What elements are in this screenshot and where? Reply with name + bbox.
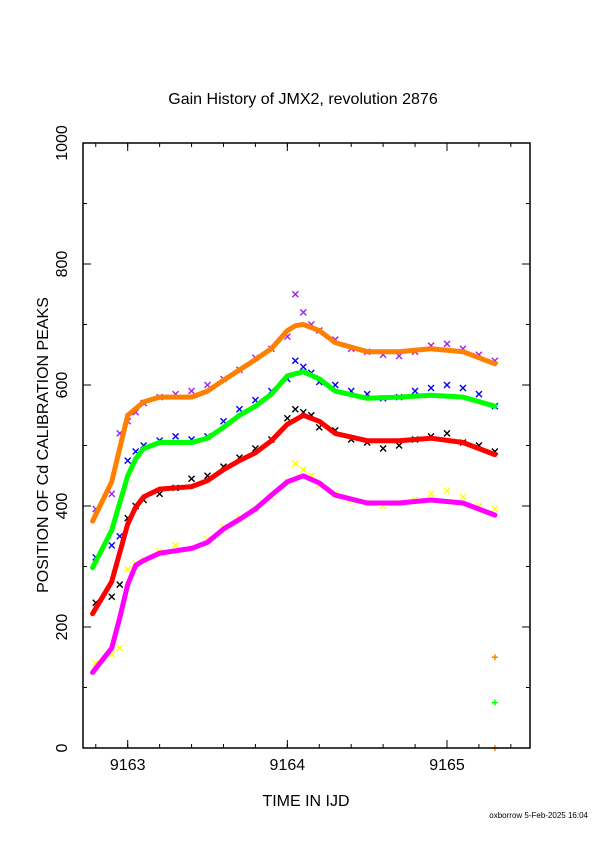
series-1-point: [124, 457, 132, 465]
series-2-point: [116, 581, 124, 589]
series-1-point: [427, 384, 435, 392]
series-2-point: [291, 405, 299, 413]
series-2-point: [108, 593, 116, 601]
series-0-point: [108, 490, 116, 498]
series-3-point: [443, 487, 451, 495]
axes: 0 200 400 600 800 1000 9163 9164 9165: [54, 125, 530, 774]
x-tick-label: 9164: [270, 757, 306, 774]
series-1-point: [172, 432, 180, 440]
series-3-point: [172, 541, 180, 549]
series-0-fit-line: [90, 322, 498, 524]
x-axis-label: TIME IN IJD: [262, 793, 349, 810]
series-0-point: [299, 308, 307, 316]
extra-point-1: [491, 699, 498, 706]
y-tick-label: 400: [54, 493, 71, 520]
series-3-point: [299, 466, 307, 474]
y-tick-label: 200: [54, 614, 71, 641]
footer-stamp: oxborrow 5-Feb-2025 16:04: [489, 811, 588, 820]
series-0-point: [188, 387, 196, 395]
series-1-point: [299, 363, 307, 371]
extra-point-0: [491, 654, 498, 661]
series-1-point: [108, 541, 116, 549]
y-tick-label: 0: [54, 743, 71, 752]
series-1-point: [459, 384, 467, 392]
y-tick-label: 600: [54, 372, 71, 399]
series-1-fit-line: [90, 369, 498, 571]
x-tick-label: 9165: [429, 757, 465, 774]
series-1-point: [475, 390, 483, 398]
series-2-point: [379, 445, 387, 453]
y-tick-label: 1000: [54, 125, 71, 161]
series-0-point: [291, 290, 299, 298]
series-2-point: [188, 475, 196, 483]
series-1-point: [411, 387, 419, 395]
series-2-fit-line: [90, 412, 498, 617]
y-axis-label: POSITION OF Cd CALIBRATION PEAKS: [35, 297, 52, 593]
series-2-point: [283, 414, 291, 422]
series-3-point: [124, 566, 132, 574]
plot-area: [90, 290, 499, 751]
series-3-point: [291, 460, 299, 468]
series-3-point: [427, 490, 435, 498]
series-3-point: [491, 505, 499, 513]
chart-title: Gain History of JMX2, revolution 2876: [168, 91, 438, 108]
series-1-point: [443, 381, 451, 389]
series-2-point: [443, 429, 451, 437]
x-tick-label: 9163: [110, 757, 146, 774]
series-3-fit-line: [90, 473, 498, 675]
series-0-point: [443, 340, 451, 348]
series-1-point: [235, 405, 243, 413]
y-tick-label: 800: [54, 251, 71, 278]
series-3-point: [459, 493, 467, 501]
series-2-point: [395, 442, 403, 449]
series-1-point: [291, 357, 299, 365]
series-3-point: [116, 644, 124, 652]
